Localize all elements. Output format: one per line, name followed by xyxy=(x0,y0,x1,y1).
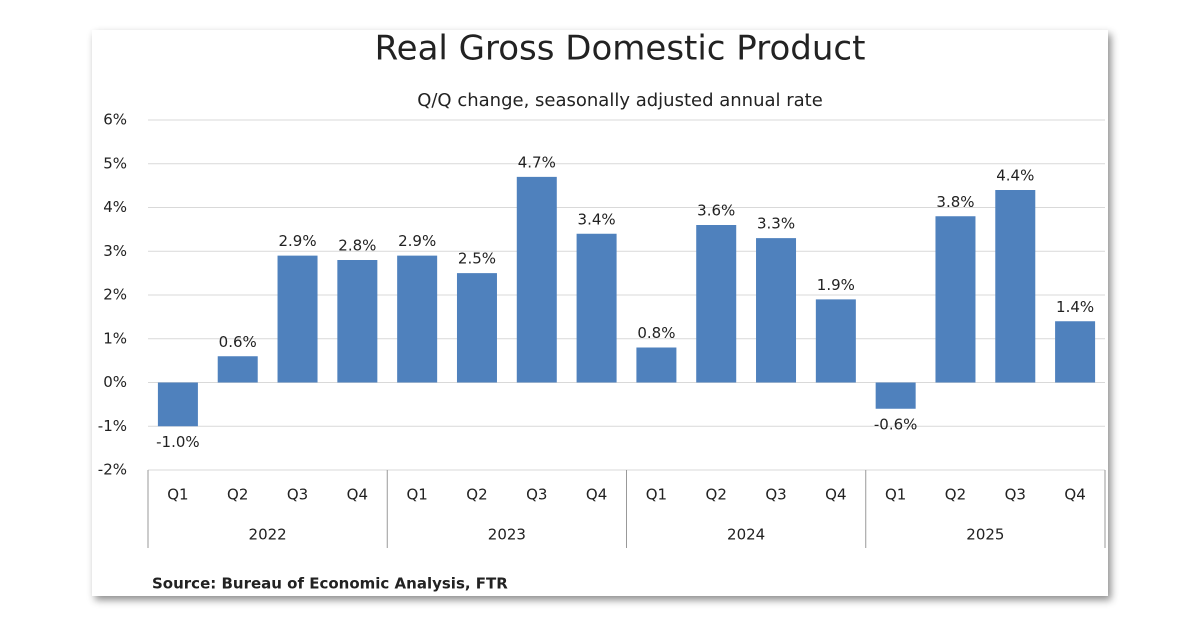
x-tick-label: Q3 xyxy=(765,486,786,504)
x-tick-label: Q1 xyxy=(406,486,427,504)
value-label: 4.7% xyxy=(518,153,556,171)
group-label: 2024 xyxy=(727,526,765,544)
bar xyxy=(217,356,258,383)
x-tick-label: Q4 xyxy=(825,486,846,504)
value-label: 2.8% xyxy=(338,237,376,255)
y-tick-label: 4% xyxy=(103,198,127,216)
x-tick-label: Q1 xyxy=(646,486,667,504)
value-label: 4.4% xyxy=(996,167,1034,185)
bar xyxy=(337,260,378,383)
value-label: 3.6% xyxy=(697,202,735,220)
bar xyxy=(875,382,916,409)
x-tick-label: Q3 xyxy=(287,486,308,504)
value-label: 2.9% xyxy=(398,232,436,250)
bar xyxy=(397,255,438,383)
x-tick-label: Q2 xyxy=(227,486,248,504)
y-tick-label: 5% xyxy=(103,154,127,172)
x-tick-label: Q2 xyxy=(466,486,487,504)
bar xyxy=(456,273,497,383)
x-tick-label: Q4 xyxy=(347,486,368,504)
bar xyxy=(1055,321,1096,383)
value-label: 2.9% xyxy=(278,232,316,250)
y-tick-label: 6% xyxy=(103,111,127,129)
source-note: Source: Bureau of Economic Analysis, FTR xyxy=(152,575,508,593)
value-label: 3.8% xyxy=(936,193,974,211)
bar xyxy=(995,190,1036,383)
value-label: 1.9% xyxy=(817,276,855,294)
bar xyxy=(935,216,976,383)
group-label: 2025 xyxy=(966,526,1004,544)
x-tick-label: Q1 xyxy=(885,486,906,504)
y-tick-label: 0% xyxy=(103,373,127,391)
value-label: -0.6% xyxy=(874,415,918,433)
value-label: 2.5% xyxy=(458,250,496,268)
bar xyxy=(277,255,318,383)
bar xyxy=(696,225,737,383)
value-label: 1.4% xyxy=(1056,298,1094,316)
value-label: 0.6% xyxy=(219,333,257,351)
y-tick-label: 1% xyxy=(103,329,127,347)
y-tick-label: -1% xyxy=(98,417,127,435)
bar xyxy=(576,233,617,383)
bar xyxy=(636,347,677,383)
x-tick-label: Q1 xyxy=(167,486,188,504)
value-label: -1.0% xyxy=(156,433,200,451)
y-tick-label: 2% xyxy=(103,286,127,304)
bar xyxy=(756,238,797,383)
x-tick-label: Q4 xyxy=(586,486,607,504)
x-tick-label: Q4 xyxy=(1064,486,1085,504)
x-tick-label: Q3 xyxy=(526,486,547,504)
value-label: 3.4% xyxy=(578,210,616,228)
group-label: 2022 xyxy=(249,526,287,544)
value-label: 3.3% xyxy=(757,215,795,233)
x-tick-label: Q3 xyxy=(1005,486,1026,504)
y-tick-label: 3% xyxy=(103,242,127,260)
bar xyxy=(157,382,198,427)
y-tick-label: -2% xyxy=(98,461,127,479)
x-tick-label: Q2 xyxy=(706,486,727,504)
group-label: 2023 xyxy=(488,526,526,544)
bar xyxy=(516,176,557,383)
x-tick-label: Q2 xyxy=(945,486,966,504)
chart-subtitle: Q/Q change, seasonally adjusted annual r… xyxy=(417,90,823,111)
chart-title: Real Gross Domestic Product xyxy=(375,29,866,69)
value-label: 0.8% xyxy=(637,324,675,342)
bar xyxy=(815,299,856,383)
